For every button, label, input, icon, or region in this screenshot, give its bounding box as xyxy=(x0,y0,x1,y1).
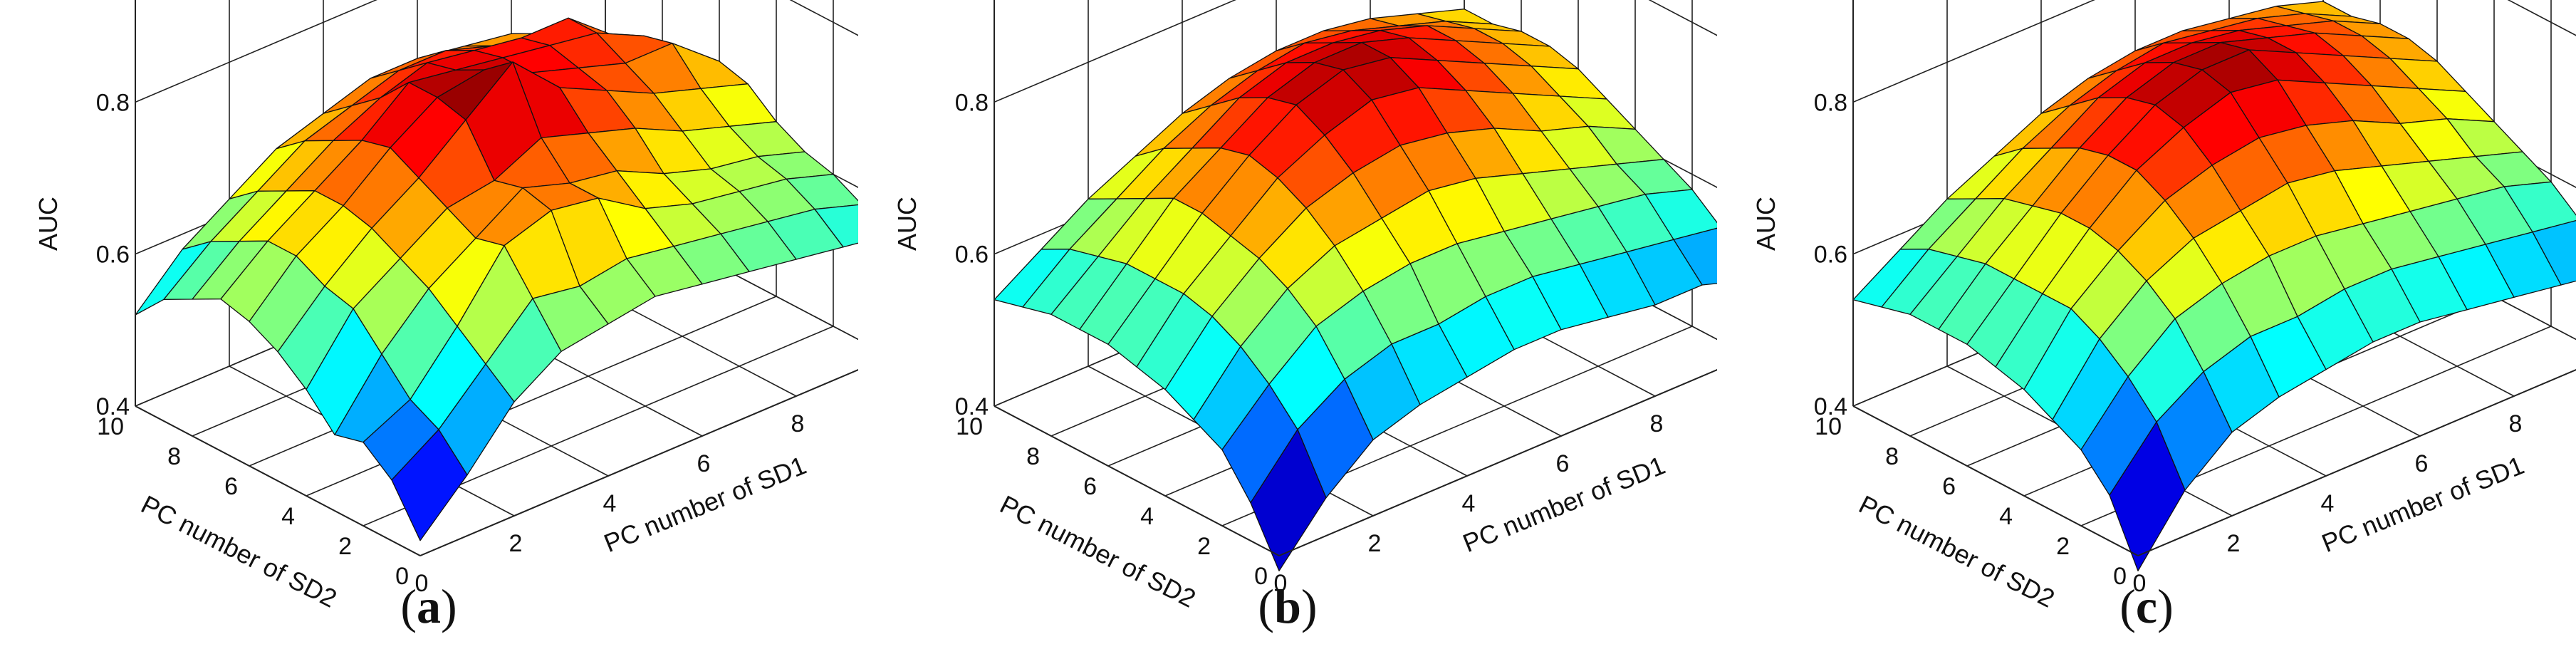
y-tick-label: 2 xyxy=(1197,533,1211,560)
x-tick-label: 2 xyxy=(1368,530,1382,557)
y-tick-label: 4 xyxy=(1999,503,2013,530)
y-tick-label: 8 xyxy=(1026,443,1040,470)
caption-letter-b: b xyxy=(1274,579,1301,633)
y-tick-label: 0 xyxy=(2113,563,2127,590)
y-tick-label: 8 xyxy=(167,443,181,470)
x-axis-line xyxy=(419,369,858,556)
x-tick-label: 2 xyxy=(509,530,523,557)
surface-group xyxy=(135,17,858,541)
panel-caption-b: (b) xyxy=(1258,579,1318,633)
x-tick-label: 6 xyxy=(697,450,711,477)
x-tick-label: 8 xyxy=(1650,410,1664,437)
surface-face xyxy=(1250,429,1327,571)
ticks-group: 0.40.60.8102468100246810 xyxy=(1814,89,2523,597)
y-axis-line xyxy=(994,405,1280,556)
surface-plot-b: 0.40.60.8102468100246810AUCPC number of … xyxy=(892,0,1717,613)
surface-group xyxy=(994,9,1717,571)
y-tick-label: 10 xyxy=(956,413,983,440)
y-tick-label: 0 xyxy=(1254,563,1268,590)
z-axis-title: AUC xyxy=(1751,197,1780,251)
z-axis-title: AUC xyxy=(33,197,63,251)
z-tick-label: 0.6 xyxy=(1814,242,1847,269)
x-tick-label: 0 xyxy=(1274,570,1288,597)
y-tick-label: 6 xyxy=(224,473,238,500)
x-tick-label: 2 xyxy=(2227,530,2241,557)
y-tick-label: 4 xyxy=(1140,503,1154,530)
y-tick-label: 4 xyxy=(281,503,295,530)
y-axis-line xyxy=(1852,405,2139,556)
x-axis-line xyxy=(2137,369,2576,556)
ticks-group: 0.40.60.8102468100246810 xyxy=(955,89,1664,597)
surface-face xyxy=(391,429,468,541)
z-tick-label: 0.4 xyxy=(96,393,130,420)
z-tick-label: 0.8 xyxy=(1814,89,1847,116)
z-tick-label: 0.8 xyxy=(955,89,989,116)
z-tick-label: 0.8 xyxy=(96,89,130,116)
surface-group xyxy=(1852,1,2576,571)
chart-panel-c: 0.40.60.8102468100246810AUCPC number of … xyxy=(1718,0,2576,659)
y-axis-title: PC number of SD2 xyxy=(137,489,342,613)
x-tick-label: 6 xyxy=(2415,450,2429,477)
x-tick-label: 6 xyxy=(1556,450,1570,477)
side-wall-z-gridline xyxy=(1852,0,2095,103)
y-axis-title: PC number of SD2 xyxy=(1855,489,2060,613)
back-wall-z-gridline xyxy=(1648,0,1717,36)
axes-group xyxy=(135,0,858,556)
x-tick-label: 4 xyxy=(1462,490,1476,517)
side-wall-z-gridline xyxy=(135,0,377,103)
x-tick-label: 8 xyxy=(791,410,805,437)
caption-letter-a: a xyxy=(417,579,441,633)
x-axis-line xyxy=(1278,369,1717,556)
y-tick-label: 10 xyxy=(1815,413,1842,440)
axes-group xyxy=(1852,0,2576,556)
surface-face xyxy=(2109,421,2186,571)
y-tick-label: 6 xyxy=(1083,473,1097,500)
surface-plot-c: 0.40.60.8102468100246810AUCPC number of … xyxy=(1751,0,2576,613)
z-tick-label: 0.6 xyxy=(96,242,130,269)
y-tick-label: 0 xyxy=(395,563,409,590)
x-tick-label: 4 xyxy=(2321,490,2335,517)
x-tick-label: 0 xyxy=(2133,570,2147,597)
caption-letter-c: c xyxy=(2135,579,2158,633)
panel-caption-a: (a) xyxy=(400,579,457,633)
y-tick-label: 8 xyxy=(1885,443,1899,470)
back-wall-z-gridline xyxy=(2507,0,2576,36)
back-wall-z-gridline xyxy=(789,0,858,36)
z-tick-label: 0.4 xyxy=(1814,393,1847,420)
y-tick-label: 2 xyxy=(2056,533,2070,560)
panel-caption-c: (c) xyxy=(2119,579,2174,633)
chart-panel-b: 0.40.60.8102468100246810AUCPC number of … xyxy=(859,0,1717,659)
side-wall-z-gridline xyxy=(994,0,1236,103)
ticks-group: 0.40.60.8102468100246810 xyxy=(96,89,805,597)
z-axis-title: AUC xyxy=(892,197,922,251)
axes-group xyxy=(994,0,1717,556)
x-tick-label: 8 xyxy=(2509,410,2523,437)
z-tick-label: 0.6 xyxy=(955,242,989,269)
y-tick-label: 10 xyxy=(97,413,124,440)
x-tick-label: 4 xyxy=(603,490,617,517)
y-axis-title: PC number of SD2 xyxy=(996,489,1201,613)
y-axis-line xyxy=(135,405,421,556)
z-tick-label: 0.4 xyxy=(955,393,989,420)
y-tick-label: 6 xyxy=(1942,473,1956,500)
surface-plot-a: 0.40.60.8102468100246810AUCPC number of … xyxy=(33,0,858,613)
y-tick-label: 2 xyxy=(338,533,352,560)
x-tick-label: 0 xyxy=(415,570,429,597)
chart-panel-a: 0.40.60.8102468100246810AUCPC number of … xyxy=(0,0,858,659)
